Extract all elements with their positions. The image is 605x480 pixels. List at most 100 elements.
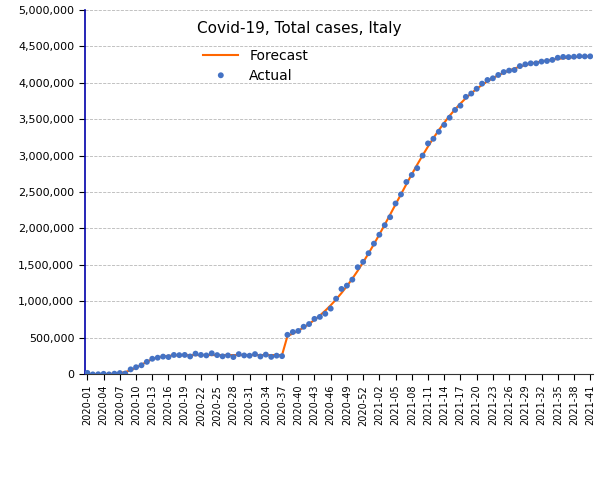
Actual <box>402 178 411 186</box>
Actual <box>272 352 281 360</box>
Forecast <box>83 372 91 377</box>
Actual <box>472 85 482 93</box>
Actual <box>266 353 276 360</box>
Actual <box>494 71 503 79</box>
Actual <box>148 355 157 362</box>
Actual <box>569 53 579 60</box>
Actual <box>396 191 406 198</box>
Actual <box>315 313 325 321</box>
Actual <box>586 52 595 60</box>
Actual <box>93 371 103 378</box>
Actual <box>526 60 535 67</box>
Actual <box>185 353 195 360</box>
Actual <box>169 351 178 359</box>
Actual <box>575 52 584 60</box>
Actual <box>509 66 519 74</box>
Actual <box>207 349 217 357</box>
Forecast <box>587 53 594 59</box>
Actual <box>413 164 422 172</box>
Actual <box>504 67 514 74</box>
Actual <box>580 53 590 60</box>
Actual <box>466 90 476 97</box>
Actual <box>374 231 384 239</box>
Actual <box>288 328 298 336</box>
Actual <box>347 276 357 284</box>
Actual <box>131 363 141 371</box>
Actual <box>283 331 292 339</box>
Actual <box>439 121 449 129</box>
Actual <box>196 351 206 359</box>
Actual <box>358 258 368 266</box>
Actual <box>82 369 92 377</box>
Actual <box>537 58 546 65</box>
Actual <box>255 353 265 360</box>
Actual <box>456 102 465 109</box>
Actual <box>120 370 130 377</box>
Actual <box>261 351 270 359</box>
Actual <box>304 320 314 328</box>
Actual <box>364 250 373 257</box>
Actual <box>240 351 249 359</box>
Actual <box>336 285 346 293</box>
Forecast <box>278 352 286 358</box>
Actual <box>115 369 125 377</box>
Actual <box>245 352 255 360</box>
Actual <box>137 361 146 369</box>
Actual <box>461 93 471 101</box>
Actual <box>142 358 152 366</box>
Forecast <box>462 96 469 101</box>
Actual <box>407 171 417 179</box>
Forecast <box>170 353 177 359</box>
Actual <box>110 370 119 377</box>
Actual <box>104 371 114 378</box>
Actual <box>164 353 174 361</box>
Actual <box>564 53 574 61</box>
Actual <box>321 310 330 318</box>
Actual <box>542 57 552 65</box>
Actual <box>180 351 189 359</box>
Actual <box>174 351 184 359</box>
Actual <box>99 370 108 378</box>
Actual <box>380 221 390 229</box>
Actual <box>558 53 568 61</box>
Actual <box>126 366 136 373</box>
Actual <box>191 350 200 358</box>
Actual <box>477 80 487 87</box>
Actual <box>520 60 530 68</box>
Actual <box>488 74 498 82</box>
Actual <box>277 352 287 360</box>
Text: Covid-19, Total cases, Italy: Covid-19, Total cases, Italy <box>197 21 401 36</box>
Actual <box>499 68 509 76</box>
Actual <box>553 54 563 61</box>
Actual <box>531 60 541 67</box>
Actual <box>223 351 233 359</box>
Forecast <box>214 352 221 358</box>
Line: Forecast: Forecast <box>87 56 590 374</box>
Actual <box>428 135 438 143</box>
Actual <box>234 350 244 358</box>
Actual <box>385 213 395 221</box>
Actual <box>332 295 341 302</box>
Actual <box>445 114 454 121</box>
Forecast <box>387 212 394 217</box>
Actual <box>483 76 492 84</box>
Actual <box>423 140 433 147</box>
Actual <box>201 351 211 359</box>
Actual <box>548 56 557 64</box>
Actual <box>450 106 460 114</box>
Actual <box>391 200 401 207</box>
Actual <box>342 282 352 289</box>
Actual <box>299 323 309 331</box>
Actual <box>229 353 238 361</box>
Forecast <box>295 328 302 334</box>
Actual <box>250 350 260 358</box>
Actual <box>353 264 362 271</box>
Actual <box>326 305 336 312</box>
Legend: Forecast, Actual: Forecast, Actual <box>203 49 308 83</box>
Actual <box>153 354 163 361</box>
Actual <box>418 152 428 159</box>
Actual <box>515 62 525 70</box>
Actual <box>212 351 222 359</box>
Actual <box>159 353 168 360</box>
Actual <box>293 327 303 335</box>
